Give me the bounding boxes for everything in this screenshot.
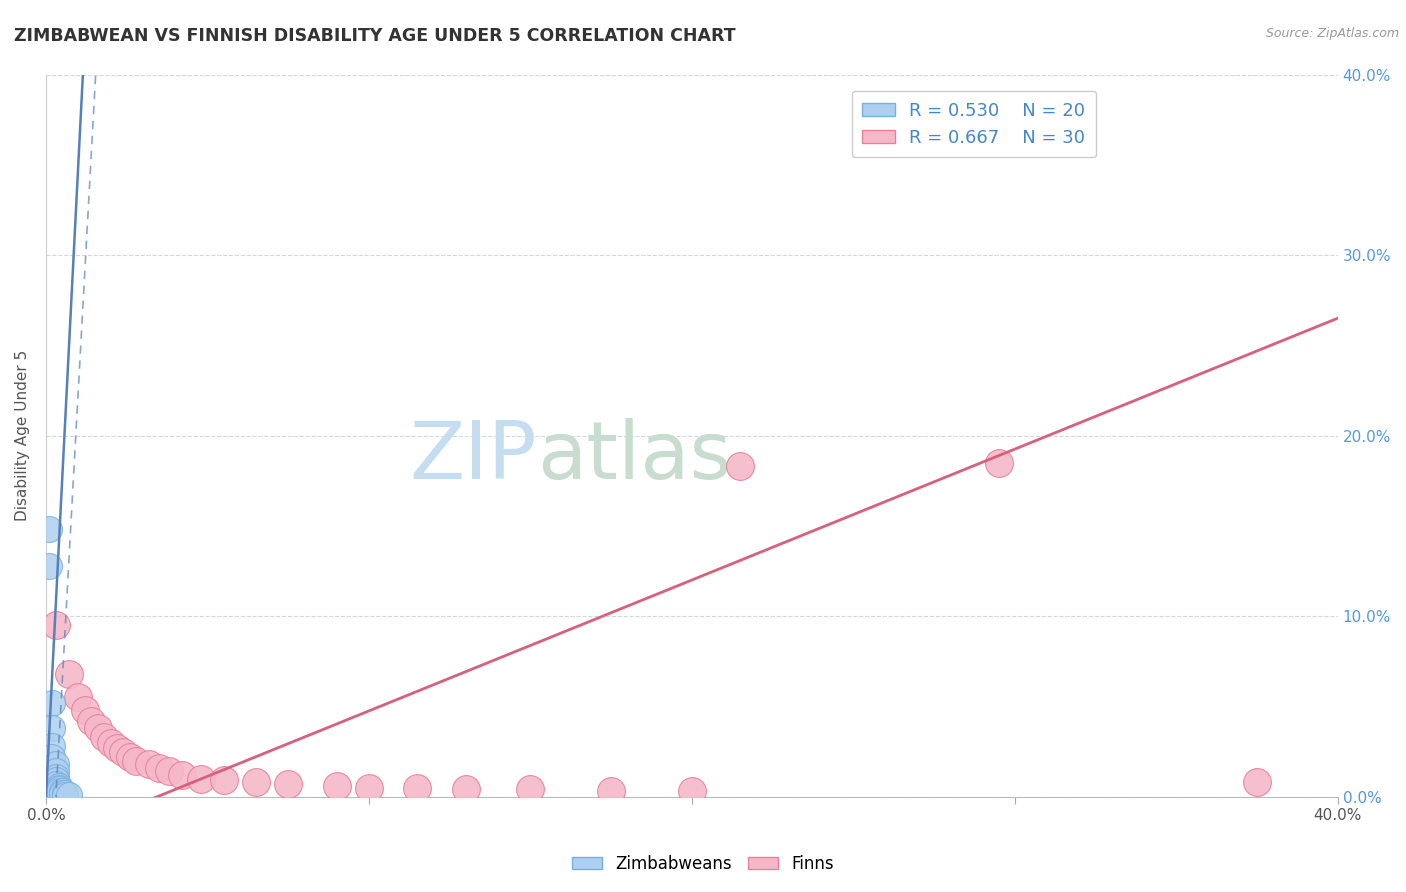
Point bbox=[138, 757, 160, 772]
Point bbox=[987, 456, 1010, 470]
Point bbox=[357, 780, 380, 795]
Point bbox=[1246, 775, 1268, 789]
Point bbox=[100, 735, 122, 749]
Point bbox=[157, 764, 180, 779]
Legend: Zimbabweans, Finns: Zimbabweans, Finns bbox=[565, 848, 841, 880]
Text: ZIP: ZIP bbox=[409, 418, 537, 496]
Point bbox=[45, 777, 67, 791]
Point bbox=[600, 784, 623, 798]
Point bbox=[58, 788, 80, 802]
Point bbox=[80, 714, 103, 728]
Point bbox=[45, 618, 67, 632]
Text: ZIMBABWEAN VS FINNISH DISABILITY AGE UNDER 5 CORRELATION CHART: ZIMBABWEAN VS FINNISH DISABILITY AGE UND… bbox=[14, 27, 735, 45]
Point bbox=[53, 788, 76, 802]
Point bbox=[41, 739, 63, 753]
Point bbox=[170, 768, 193, 782]
Point bbox=[190, 772, 212, 786]
Point bbox=[277, 777, 299, 791]
Point bbox=[519, 782, 541, 797]
Point bbox=[41, 750, 63, 764]
Point bbox=[51, 784, 73, 798]
Point bbox=[45, 757, 67, 772]
Point bbox=[245, 775, 267, 789]
Point bbox=[148, 761, 170, 775]
Legend: R = 0.530    N = 20, R = 0.667    N = 30: R = 0.530 N = 20, R = 0.667 N = 30 bbox=[852, 91, 1097, 158]
Point bbox=[45, 764, 67, 779]
Point bbox=[67, 690, 90, 705]
Point bbox=[105, 740, 128, 755]
Point bbox=[53, 786, 76, 800]
Point bbox=[73, 703, 96, 717]
Point bbox=[45, 773, 67, 788]
Point bbox=[45, 770, 67, 784]
Point bbox=[51, 786, 73, 800]
Point bbox=[48, 782, 70, 797]
Text: Source: ZipAtlas.com: Source: ZipAtlas.com bbox=[1265, 27, 1399, 40]
Text: atlas: atlas bbox=[537, 418, 731, 496]
Point bbox=[125, 754, 148, 768]
Point bbox=[728, 459, 751, 474]
Point bbox=[325, 779, 347, 793]
Point bbox=[48, 784, 70, 798]
Point bbox=[454, 782, 477, 797]
Point bbox=[48, 779, 70, 793]
Point bbox=[212, 773, 235, 788]
Point bbox=[118, 750, 141, 764]
Point bbox=[112, 745, 135, 759]
Point bbox=[681, 784, 703, 798]
Point bbox=[86, 721, 108, 735]
Point bbox=[38, 523, 60, 537]
Point bbox=[41, 696, 63, 710]
Y-axis label: Disability Age Under 5: Disability Age Under 5 bbox=[15, 350, 30, 521]
Point bbox=[58, 667, 80, 681]
Point bbox=[48, 780, 70, 795]
Point bbox=[93, 730, 115, 744]
Point bbox=[38, 558, 60, 573]
Point bbox=[41, 721, 63, 735]
Point bbox=[406, 780, 429, 795]
